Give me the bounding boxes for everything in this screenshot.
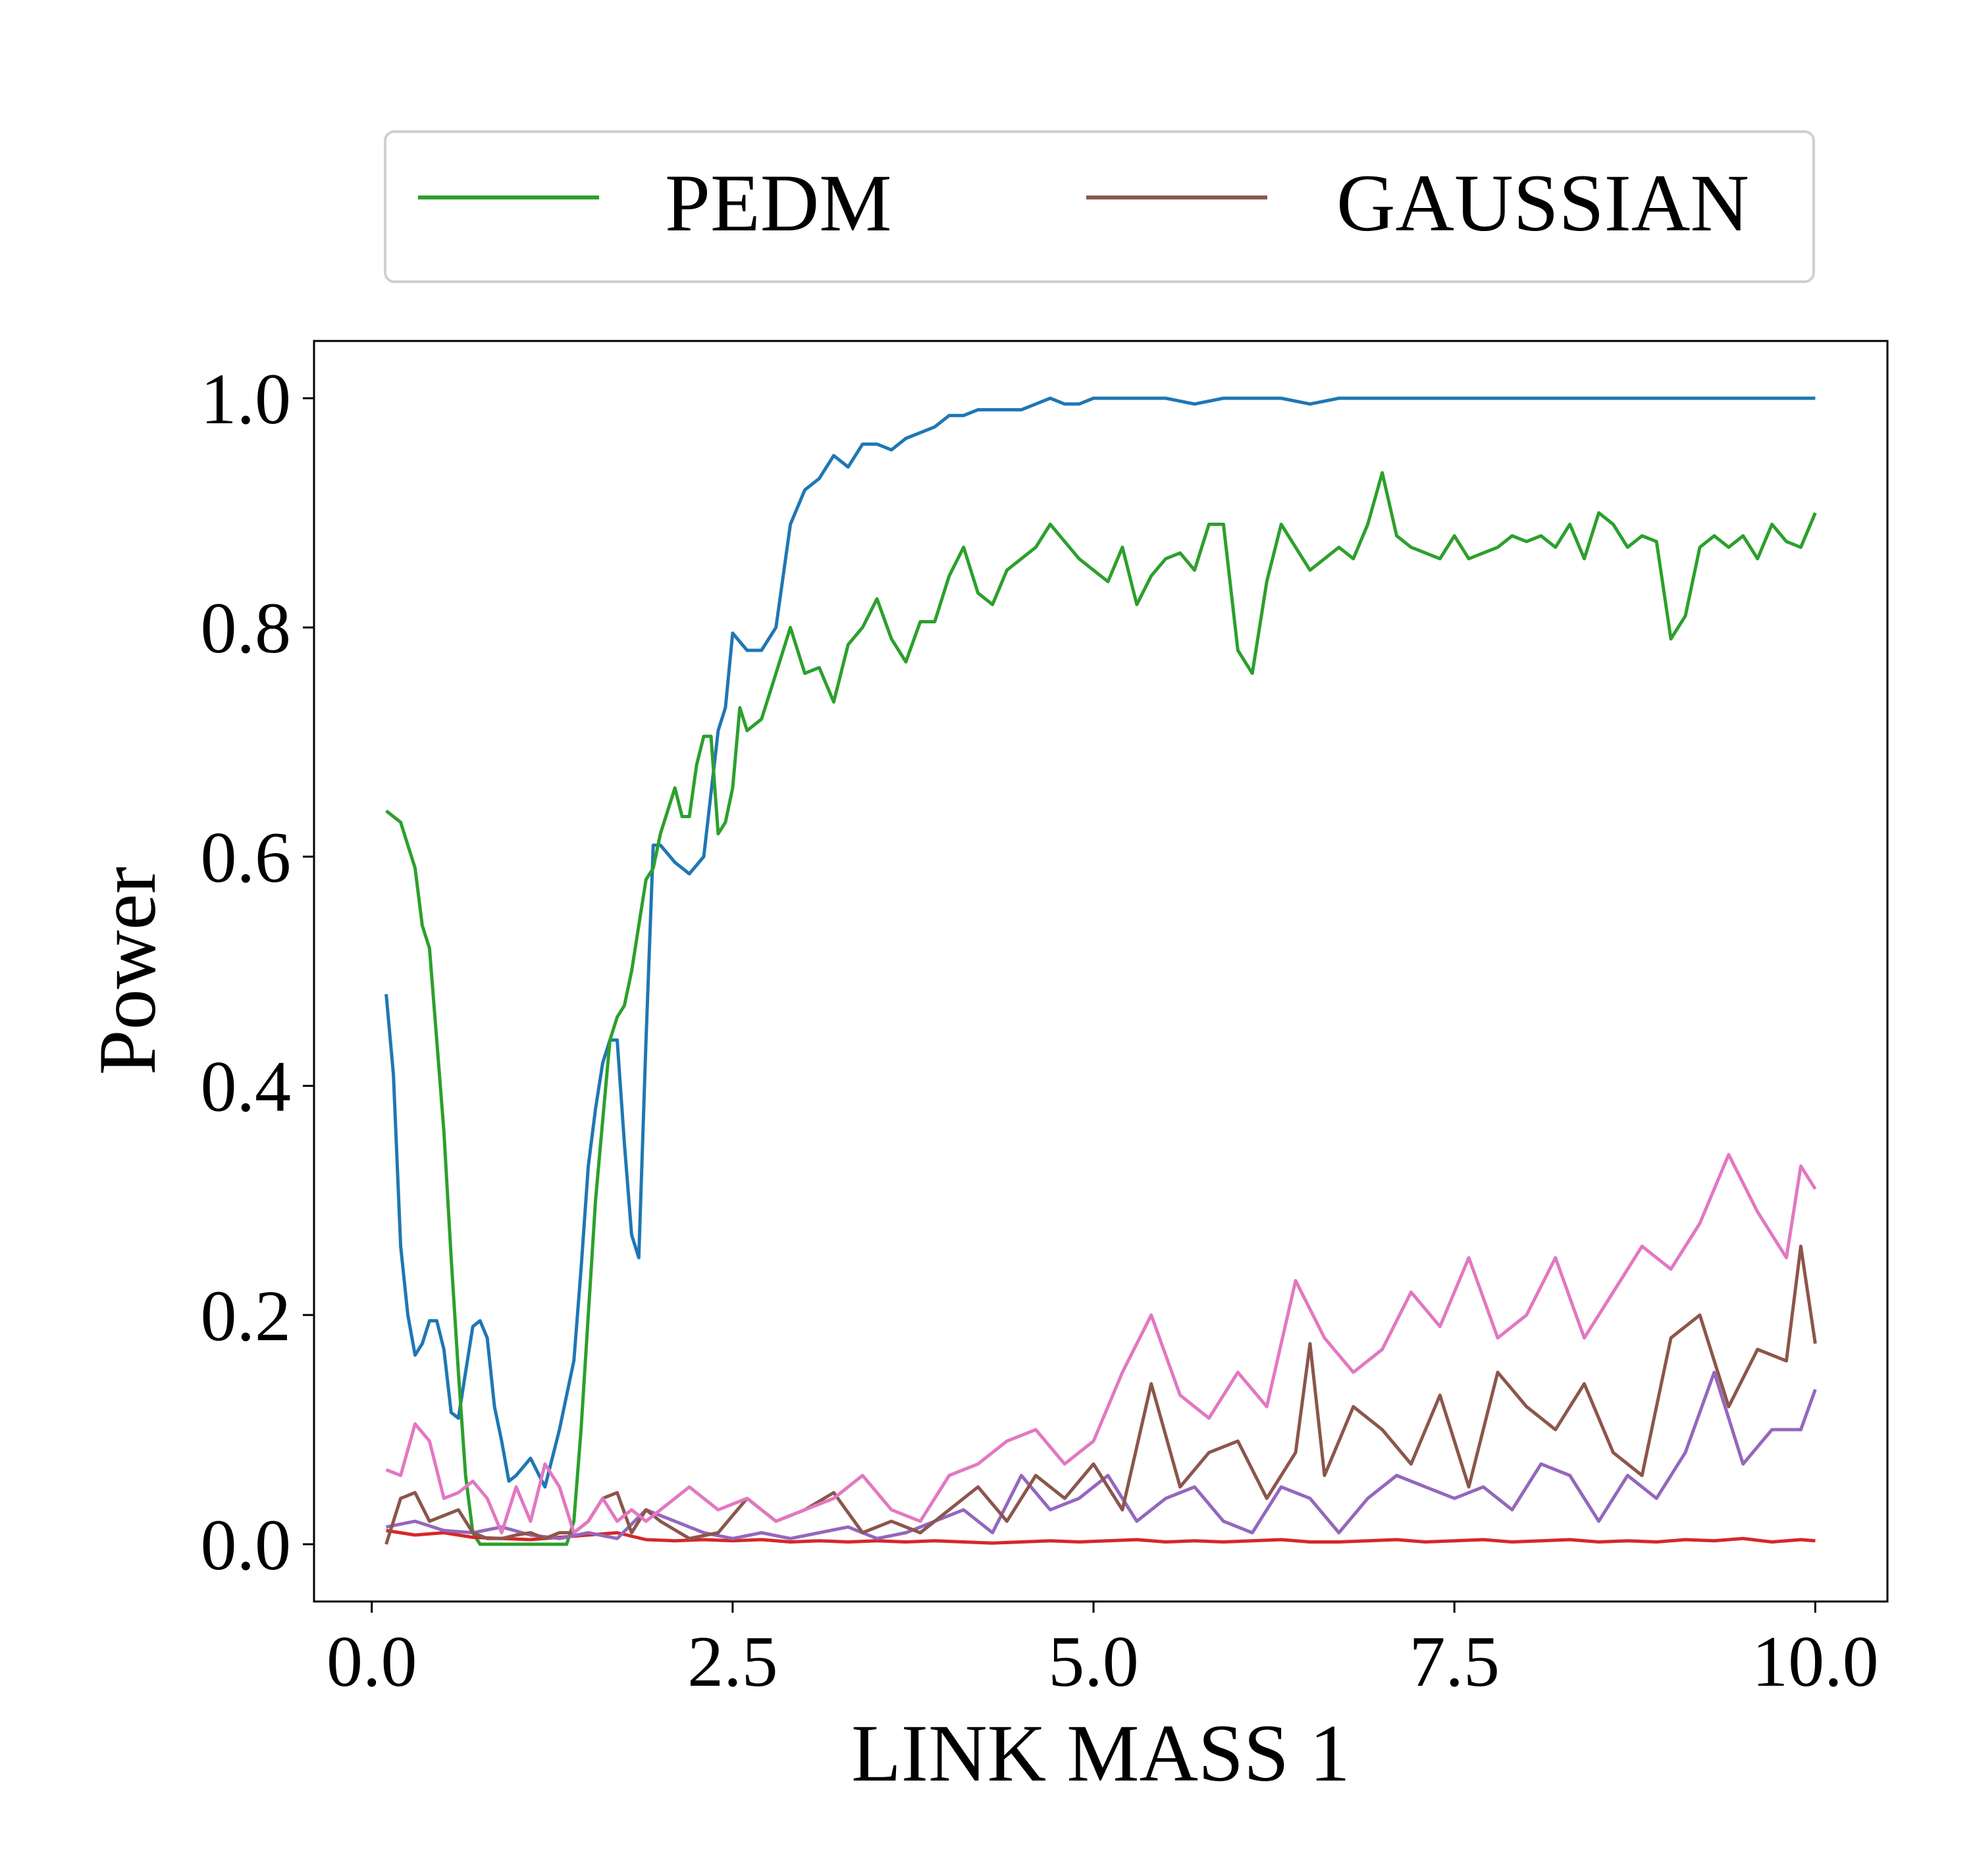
series-line-series-3 <box>386 1370 1817 1540</box>
x-tick-label: 5.0 <box>1048 1621 1139 1702</box>
x-axis: 0.0 2.5 5.0 7.5 10.0 LINK MASS 1 <box>327 1602 1879 1798</box>
x-axis-title: LINK MASS 1 <box>851 1708 1350 1798</box>
y-axis: 0.0 0.2 0.4 0.6 0.8 1.0 Power <box>82 359 314 1585</box>
y-tick-label: 0.4 <box>201 1047 292 1127</box>
y-axis-title: Power <box>82 867 172 1076</box>
legend-label-pedm: PEDM <box>665 158 892 248</box>
legend-label-gaussian: GAUSSIAN <box>1336 158 1749 248</box>
y-tick-label: 0.0 <box>201 1505 292 1585</box>
legend: PEDM GAUSSIAN <box>384 130 1815 283</box>
y-tick-label: 0.6 <box>201 817 292 897</box>
series-line-series-0 <box>384 396 1816 1489</box>
legend-frame <box>384 130 1815 283</box>
series-line-series-2 <box>386 1528 1816 1545</box>
axes-frame <box>313 340 1889 1603</box>
x-tick-label: 2.5 <box>687 1621 778 1702</box>
series-line-pedm <box>385 471 1817 1546</box>
y-tick-label: 1.0 <box>201 359 292 439</box>
series-line-series-5 <box>385 1153 1817 1534</box>
x-tick-label: 7.5 <box>1409 1621 1500 1702</box>
y-tick-label: 0.8 <box>201 588 292 668</box>
series-line-gaussian <box>384 1244 1817 1545</box>
plot-area <box>313 340 1889 1603</box>
x-tick-label: 10.0 <box>1752 1621 1879 1702</box>
series-layer <box>384 396 1817 1546</box>
y-tick-label: 0.2 <box>201 1276 292 1356</box>
x-tick-label: 0.0 <box>327 1621 417 1702</box>
